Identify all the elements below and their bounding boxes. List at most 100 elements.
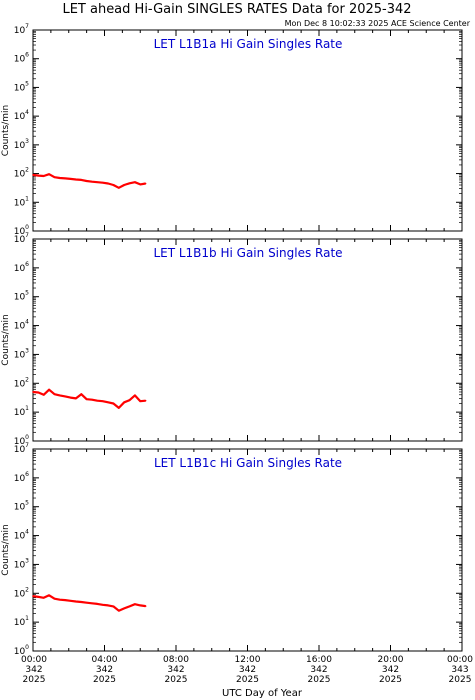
data-point bbox=[139, 183, 142, 186]
x-tick-year: 2025 bbox=[23, 675, 46, 685]
data-point bbox=[64, 177, 66, 180]
data-point bbox=[64, 395, 66, 398]
y-tick-label: 106 bbox=[14, 471, 29, 484]
data-point bbox=[91, 398, 93, 401]
y-tick-label: 101 bbox=[14, 615, 29, 628]
x-tick-doy: 342 bbox=[382, 665, 399, 675]
y-tick-label: 100 bbox=[14, 224, 29, 237]
data-point bbox=[37, 596, 40, 598]
data-point bbox=[53, 597, 56, 600]
plot-frame bbox=[32, 29, 463, 232]
y-tick-label: 103 bbox=[14, 557, 29, 570]
plot-frame bbox=[32, 238, 463, 442]
x-tick-time: 00:00 bbox=[447, 655, 473, 665]
data-point bbox=[134, 603, 136, 605]
x-tick-time: 00:00 bbox=[21, 655, 47, 665]
data-point bbox=[80, 601, 83, 603]
data-point bbox=[139, 400, 142, 402]
y-tick-label: 102 bbox=[14, 586, 29, 599]
x-tick-year: 2025 bbox=[236, 675, 259, 685]
x-axis-title: UTC Day of Year bbox=[222, 688, 303, 699]
x-tick-year: 2025 bbox=[165, 675, 188, 685]
x-tick-year: 2025 bbox=[449, 675, 472, 685]
data-point bbox=[128, 182, 131, 185]
x-tick-time: 08:00 bbox=[163, 655, 189, 665]
y-tick-label: 105 bbox=[14, 500, 29, 513]
y-tick-label: 105 bbox=[14, 80, 29, 93]
data-point bbox=[134, 181, 136, 184]
data-point bbox=[123, 401, 125, 404]
data-point bbox=[107, 182, 109, 185]
data-point bbox=[118, 407, 120, 409]
x-axis-tick-labels: 00:00342202504:00342202508:00342202512:0… bbox=[21, 655, 473, 685]
data-point bbox=[69, 178, 72, 180]
x-tick-doy: 342 bbox=[167, 665, 184, 675]
x-tick-doy: 343 bbox=[451, 665, 468, 675]
y-tick-label: 101 bbox=[14, 195, 29, 208]
data-point bbox=[59, 598, 61, 601]
data-point bbox=[96, 399, 99, 402]
x-tick-time: 04:00 bbox=[92, 655, 118, 665]
x-tick-year: 2025 bbox=[379, 675, 402, 685]
data-point bbox=[123, 184, 125, 186]
x-tick-time: 12:00 bbox=[235, 655, 261, 665]
data-point bbox=[101, 400, 104, 402]
y-tick-label: 102 bbox=[14, 167, 29, 180]
y-tick-label: 100 bbox=[14, 644, 29, 657]
data-point bbox=[75, 397, 77, 400]
data-point bbox=[69, 599, 72, 602]
panel-title: LET L1B1a Hi Gain Singles Rate bbox=[154, 37, 343, 51]
data-point bbox=[59, 177, 61, 179]
panel-l1b1c: 100 101 102 103 104 105 106 107 Counts/min LET L1… bbox=[1, 442, 463, 657]
data-point bbox=[48, 594, 50, 597]
data-point bbox=[85, 601, 88, 604]
data-point bbox=[128, 399, 131, 401]
data-point bbox=[96, 603, 99, 605]
data-point bbox=[42, 393, 45, 396]
chart-title: LET ahead Hi-Gain SINGLES RATES Data for… bbox=[62, 2, 411, 17]
series-line bbox=[32, 388, 146, 409]
data-point bbox=[118, 186, 120, 189]
data-point bbox=[75, 178, 77, 181]
data-point bbox=[107, 401, 109, 404]
data-point bbox=[48, 388, 50, 391]
data-point bbox=[101, 603, 104, 606]
y-axis-label: Counts/min bbox=[1, 314, 11, 365]
data-point bbox=[107, 604, 109, 607]
y-tick-label: 102 bbox=[14, 376, 29, 389]
series-line bbox=[32, 173, 146, 189]
data-point bbox=[32, 174, 34, 176]
data-point bbox=[80, 393, 83, 395]
x-tick-time: 20:00 bbox=[378, 655, 404, 665]
panel-title: LET L1B1c Hi Gain Singles Rate bbox=[154, 456, 342, 470]
plot-frame bbox=[32, 448, 463, 652]
x-tick-time: 16:00 bbox=[306, 655, 332, 665]
panel-l1b1b: 100 101 102 103 104 105 106 107 Counts/min LET L1… bbox=[1, 232, 463, 447]
data-point bbox=[96, 181, 99, 184]
y-tick-label: 106 bbox=[14, 261, 29, 274]
y-axis-label: Counts/min bbox=[1, 105, 11, 156]
x-tick-doy: 342 bbox=[239, 665, 256, 675]
data-point bbox=[42, 175, 45, 177]
panel-title: LET L1B1b Hi Gain Singles Rate bbox=[153, 246, 342, 260]
x-tick-doy: 342 bbox=[25, 665, 42, 675]
data-point bbox=[91, 602, 93, 605]
data-point bbox=[59, 394, 61, 397]
data-point bbox=[123, 607, 125, 610]
data-point bbox=[112, 184, 115, 186]
data-point bbox=[64, 599, 66, 601]
y-tick-label: 101 bbox=[14, 405, 29, 418]
x-tick-year: 2025 bbox=[308, 675, 331, 685]
y-tick-label: 107 bbox=[14, 23, 29, 36]
series-line bbox=[32, 594, 146, 612]
data-point bbox=[69, 396, 72, 399]
data-point bbox=[75, 600, 77, 603]
chart-timestamp: Mon Dec 8 10:02:33 2025 ACE Science Cent… bbox=[285, 19, 471, 28]
data-point bbox=[32, 595, 34, 597]
data-point bbox=[53, 393, 56, 395]
data-point bbox=[37, 391, 40, 394]
y-tick-label: 107 bbox=[14, 442, 29, 455]
data-point bbox=[32, 391, 34, 393]
data-point bbox=[144, 182, 147, 185]
panel-l1b1a: 100 101 102 103 104 105 106 107 Counts/min LET L1… bbox=[1, 23, 463, 237]
